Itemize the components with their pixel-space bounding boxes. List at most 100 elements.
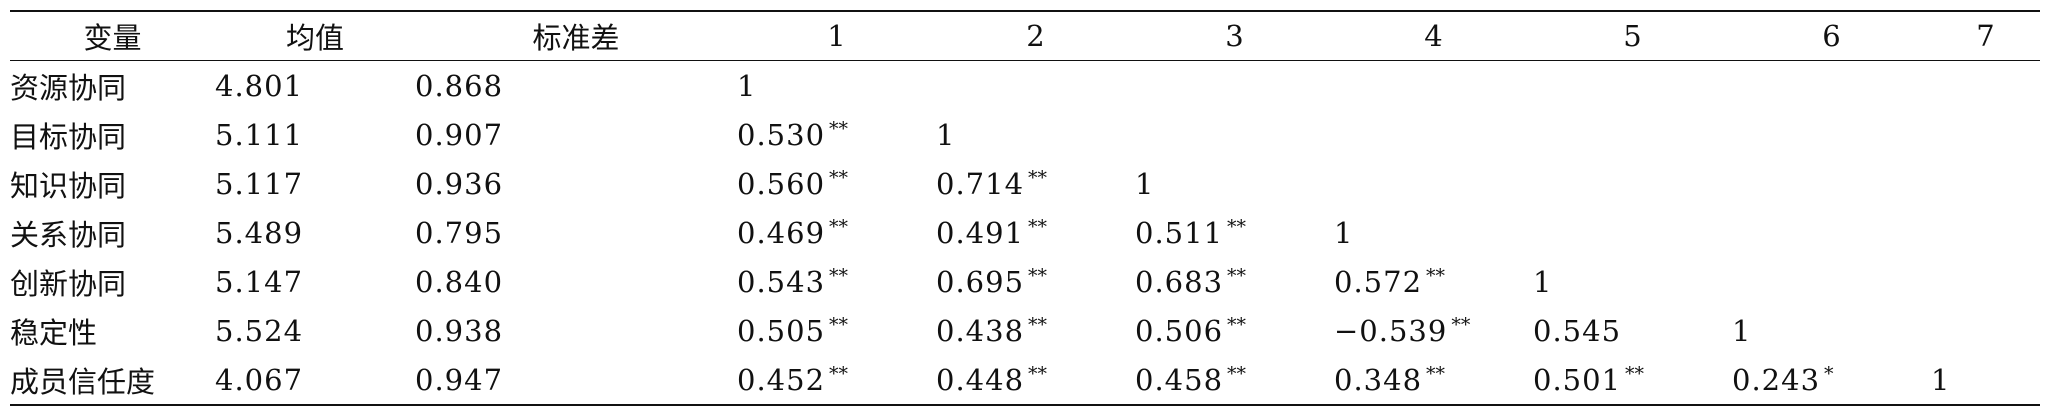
correlation-cell: 0.572 ** bbox=[1334, 257, 1533, 306]
correlation-cell: 0.714 ** bbox=[936, 159, 1135, 208]
sd-value: 0.907 bbox=[415, 117, 504, 152]
correlation-value: 0.545 bbox=[1533, 313, 1622, 348]
correlation-cell: 0.243 * bbox=[1732, 355, 1931, 405]
variable-name: 成员信任度 bbox=[10, 364, 156, 399]
table-row: 稳定性 5.524 0.938 0.505 ** 0.438 ** 0.506 ** −0.539… bbox=[10, 306, 2040, 355]
correlation-cell bbox=[1931, 257, 2040, 306]
correlation-value: 0.506 bbox=[1135, 313, 1224, 348]
correlation-cell: 1 bbox=[1533, 257, 1732, 306]
header-variable: 变量 bbox=[83, 21, 142, 55]
header-col-3: 3 bbox=[1225, 19, 1244, 53]
correlation-value: 0.491 bbox=[936, 215, 1025, 250]
correlation-value: 0.572 bbox=[1334, 264, 1423, 299]
sd-value: 0.840 bbox=[415, 264, 504, 299]
sd-value: 0.868 bbox=[415, 68, 504, 103]
correlation-cell: 0.452 ** bbox=[737, 355, 936, 405]
correlation-value: 1 bbox=[1931, 362, 1951, 397]
significance-marker: ** bbox=[1426, 362, 1446, 385]
significance-marker: ** bbox=[1028, 166, 1048, 189]
correlation-cell bbox=[1732, 208, 1931, 257]
correlation-value: 0.505 bbox=[737, 313, 826, 348]
variable-name: 稳定性 bbox=[10, 315, 98, 350]
correlation-cell bbox=[1732, 257, 1931, 306]
correlation-cell: 0.683 ** bbox=[1135, 257, 1334, 306]
table-row: 成员信任度 4.067 0.947 0.452 ** 0.448 ** 0.458 ** 0.34… bbox=[10, 355, 2040, 405]
header-col-4: 4 bbox=[1424, 19, 1443, 53]
correlation-cell: 0.501 ** bbox=[1533, 355, 1732, 405]
table-row: 知识协同 5.117 0.936 0.560 ** 0.714 ** 1 bbox=[10, 159, 2040, 208]
significance-marker: ** bbox=[829, 313, 849, 336]
correlation-cell bbox=[1135, 61, 1334, 111]
significance-marker: ** bbox=[829, 215, 849, 238]
variable-name: 知识协同 bbox=[10, 168, 127, 203]
significance-marker: ** bbox=[1451, 313, 1471, 336]
correlation-cell: 0.506 ** bbox=[1135, 306, 1334, 355]
significance-marker: ** bbox=[1227, 215, 1247, 238]
correlation-value: 1 bbox=[1135, 166, 1155, 201]
header-row: 变量 均值 标准差 1 2 3 4 5 6 7 bbox=[10, 11, 2040, 61]
correlation-value: 0.714 bbox=[936, 166, 1025, 201]
correlation-cell bbox=[1931, 159, 2040, 208]
correlation-value: 0.560 bbox=[737, 166, 826, 201]
correlation-cell: 0.448 ** bbox=[936, 355, 1135, 405]
variable-name: 关系协同 bbox=[10, 217, 127, 252]
significance-marker: ** bbox=[829, 362, 849, 385]
significance-marker: ** bbox=[1227, 362, 1247, 385]
correlation-cell: 1 bbox=[936, 110, 1135, 159]
header-col-1: 1 bbox=[827, 19, 846, 53]
variable-name: 创新协同 bbox=[10, 266, 127, 301]
correlation-table: 变量 均值 标准差 1 2 3 4 5 6 7 资源协同 4.801 0.868 1 目标协同 5.111 0… bbox=[10, 10, 2040, 406]
sd-value: 0.936 bbox=[415, 166, 504, 201]
significance-marker: ** bbox=[1227, 313, 1247, 336]
correlation-value: 1 bbox=[737, 68, 757, 103]
correlation-cell: 0.511 ** bbox=[1135, 208, 1334, 257]
significance-marker: ** bbox=[1028, 313, 1048, 336]
mean-value: 4.801 bbox=[215, 68, 304, 103]
correlation-cell bbox=[1931, 61, 2040, 111]
correlation-value: 0.452 bbox=[737, 362, 826, 397]
correlation-cell: 0.545 bbox=[1533, 306, 1732, 355]
mean-value: 4.067 bbox=[215, 362, 304, 397]
correlation-cell: 0.491 ** bbox=[936, 208, 1135, 257]
correlation-value: 0.458 bbox=[1135, 362, 1224, 397]
correlation-cell bbox=[1533, 208, 1732, 257]
correlation-cell: 0.560 ** bbox=[737, 159, 936, 208]
mean-value: 5.111 bbox=[215, 117, 304, 152]
correlation-cell: 0.543 ** bbox=[737, 257, 936, 306]
correlation-value: 0.448 bbox=[936, 362, 1025, 397]
correlation-cell: 1 bbox=[1135, 159, 1334, 208]
mean-value: 5.117 bbox=[215, 166, 304, 201]
correlation-value: 0.683 bbox=[1135, 264, 1224, 299]
table-body: 资源协同 4.801 0.868 1 目标协同 5.111 0.907 0.530 ** 1 知识协… bbox=[10, 61, 2040, 405]
correlation-value: 1 bbox=[936, 117, 956, 152]
correlation-cell: 0.530 ** bbox=[737, 110, 936, 159]
correlation-cell bbox=[1931, 208, 2040, 257]
correlation-value: 0.695 bbox=[936, 264, 1025, 299]
significance-marker: * bbox=[1824, 362, 1834, 385]
significance-marker: ** bbox=[829, 117, 849, 140]
correlation-cell bbox=[1533, 159, 1732, 208]
correlation-cell: 0.505 ** bbox=[737, 306, 936, 355]
significance-marker: ** bbox=[1028, 215, 1048, 238]
correlation-cell: 1 bbox=[737, 61, 936, 111]
significance-marker: ** bbox=[1426, 264, 1446, 287]
correlation-cell bbox=[1732, 159, 1931, 208]
variable-name: 目标协同 bbox=[10, 119, 127, 154]
correlation-cell: 0.348 ** bbox=[1334, 355, 1533, 405]
table-row: 目标协同 5.111 0.907 0.530 ** 1 bbox=[10, 110, 2040, 159]
correlation-value: 0.243 bbox=[1732, 362, 1821, 397]
correlation-cell bbox=[936, 61, 1135, 111]
mean-value: 5.147 bbox=[215, 264, 304, 299]
correlation-cell bbox=[1334, 159, 1533, 208]
mean-value: 5.524 bbox=[215, 313, 304, 348]
significance-marker: ** bbox=[1625, 362, 1645, 385]
correlation-value: 1 bbox=[1533, 264, 1553, 299]
mean-value: 5.489 bbox=[215, 215, 304, 250]
significance-marker: ** bbox=[829, 264, 849, 287]
correlation-cell bbox=[1732, 61, 1931, 111]
table-row: 创新协同 5.147 0.840 0.543 ** 0.695 ** 0.683 ** 0.572… bbox=[10, 257, 2040, 306]
sd-value: 0.938 bbox=[415, 313, 504, 348]
correlation-cell: 0.695 ** bbox=[936, 257, 1135, 306]
correlation-cell: 1 bbox=[1931, 355, 2040, 405]
